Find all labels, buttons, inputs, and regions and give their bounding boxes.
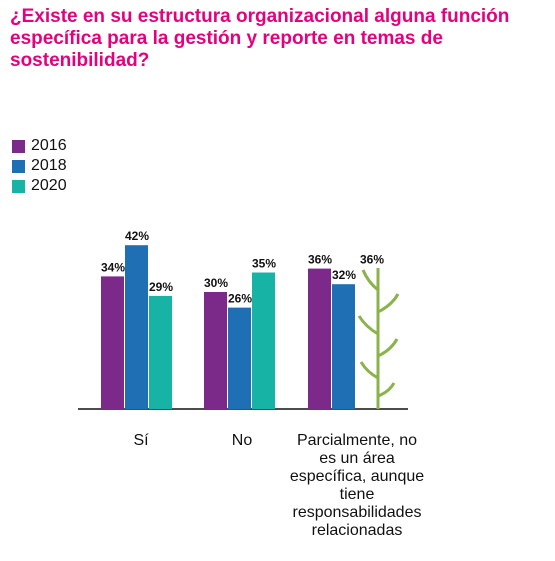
data-label-2016-0: 34%	[101, 260, 125, 274]
bar-2016-0	[101, 276, 124, 409]
chart-title: ¿Existe en su estructura organizacional …	[10, 6, 510, 71]
data-label-2016-2: 36%	[308, 253, 332, 267]
legend-label-2020: 2020	[31, 177, 67, 194]
plant-icon	[357, 268, 400, 409]
category-label-no: No	[231, 432, 253, 449]
legend-label-2016: 2016	[31, 137, 67, 154]
data-label-2018-2: 32%	[332, 268, 356, 282]
data-label-2018-1: 26%	[228, 292, 252, 306]
data-label-2016-1: 30%	[204, 276, 228, 290]
bar-2018-1	[228, 307, 251, 409]
category-label-si: Sí	[133, 432, 149, 449]
legend: 2016 2018 2020	[12, 136, 67, 196]
legend-swatch-2018	[12, 159, 25, 173]
bar-2016-1	[204, 292, 227, 409]
data-label-2018-0: 42%	[125, 229, 149, 243]
bar-2020-1	[252, 272, 275, 409]
legend-item-2016: 2016	[12, 136, 67, 156]
bar-2016-2	[308, 268, 331, 409]
data-label-2020-0: 29%	[149, 280, 173, 294]
legend-item-2018: 2018	[12, 156, 67, 176]
legend-item-2020: 2020	[12, 176, 67, 196]
bar-2018-2	[332, 284, 355, 409]
bar-2020-0	[149, 295, 172, 409]
data-label-2020-2: 36%	[360, 253, 384, 267]
category-label-parcialmente: Parcialmente, no es un área específica, …	[289, 432, 425, 539]
legend-label-2018: 2018	[31, 157, 67, 174]
bar-2018-0	[125, 245, 148, 409]
legend-swatch-2020	[12, 179, 25, 193]
legend-swatch-2016	[12, 139, 25, 153]
data-label-2020-1: 35%	[252, 257, 276, 271]
